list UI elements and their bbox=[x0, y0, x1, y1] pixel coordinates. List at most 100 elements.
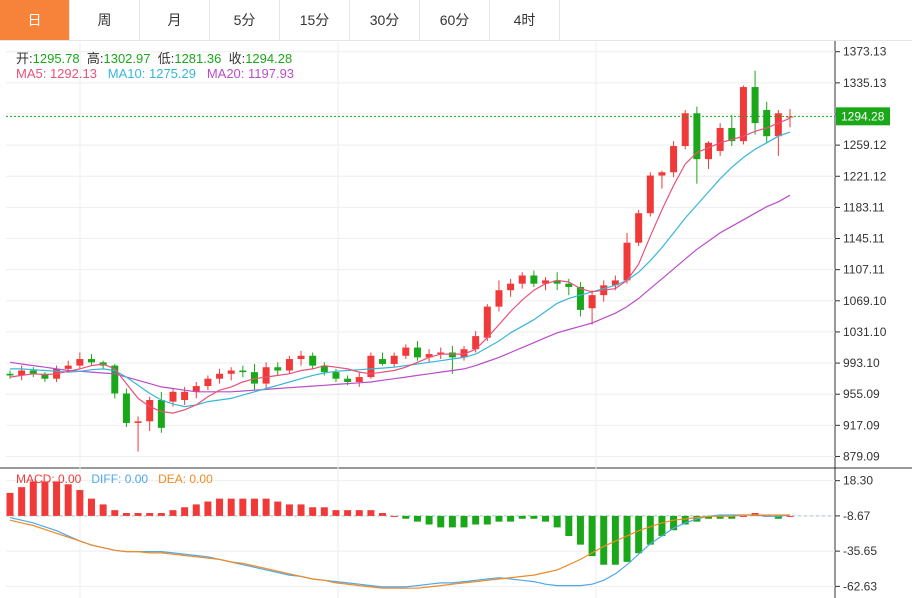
low-value: 1281.36 bbox=[174, 51, 222, 66]
macd-label: MACD: 0.00 bbox=[16, 472, 82, 486]
candle-body bbox=[507, 283, 515, 291]
candle-body bbox=[262, 367, 270, 384]
macd-histogram-bar bbox=[518, 515, 526, 519]
macd-tick-label: -8.67 bbox=[843, 509, 871, 523]
macd-histogram-bar bbox=[76, 490, 84, 516]
macd-histogram-bar bbox=[588, 515, 596, 557]
macd-histogram-bar bbox=[355, 510, 363, 516]
candle-body bbox=[367, 355, 375, 378]
candle-body bbox=[588, 295, 596, 309]
ma20-label: MA20: 1197.93 bbox=[206, 66, 295, 81]
candle-body bbox=[64, 365, 72, 369]
candle-body bbox=[448, 352, 456, 358]
open-label: 开: bbox=[16, 51, 33, 66]
macd-histogram-bar bbox=[216, 498, 224, 516]
candle-body bbox=[76, 359, 84, 366]
macd-histogram-bar bbox=[320, 507, 328, 516]
candle-body bbox=[355, 377, 363, 382]
macd-histogram-bar bbox=[530, 515, 538, 519]
candle-body bbox=[122, 393, 130, 423]
candle-body bbox=[146, 400, 154, 422]
candle-body bbox=[297, 355, 305, 360]
candle-body bbox=[227, 370, 235, 374]
macd-histogram-bar bbox=[332, 510, 340, 516]
candle-body bbox=[739, 87, 747, 142]
ohlc-readout: 开:1295.78 高:1302.97 低:1281.36 收:1294.28 bbox=[16, 48, 292, 67]
macd-histogram-bar bbox=[169, 510, 177, 516]
tab-period-6[interactable]: 60分 bbox=[420, 0, 490, 40]
price-tick-label: 1069.10 bbox=[843, 294, 887, 308]
tab-month[interactable]: 月 bbox=[140, 0, 210, 40]
candle-body bbox=[751, 87, 759, 124]
candle-body bbox=[413, 347, 421, 358]
candle-body bbox=[41, 373, 49, 379]
candle-body bbox=[169, 391, 177, 402]
ma5-line bbox=[9, 117, 791, 414]
macd-histogram-bar bbox=[402, 515, 410, 519]
macd-histogram-bar bbox=[111, 510, 119, 516]
candle-body bbox=[495, 290, 503, 307]
macd-histogram-bar bbox=[250, 498, 258, 516]
macd-histogram-bar bbox=[576, 515, 584, 545]
macd-histogram-bar bbox=[472, 515, 480, 525]
macd-histogram-bar bbox=[181, 507, 189, 516]
price-tick-label: 955.09 bbox=[843, 387, 880, 401]
tab-period-7[interactable]: 4时 bbox=[490, 0, 560, 40]
macd-histogram-bar bbox=[227, 498, 235, 516]
macd-readout: MACD: 0.00 DIFF: 0.00 DEA: 0.00 bbox=[16, 472, 213, 486]
macd-histogram-bar bbox=[437, 515, 445, 528]
candle-body bbox=[379, 359, 387, 364]
dea-line bbox=[9, 514, 790, 589]
candle-body bbox=[658, 172, 666, 176]
candle-body bbox=[437, 352, 445, 355]
candle-body bbox=[693, 113, 701, 160]
candle-body bbox=[390, 355, 398, 364]
macd-histogram-bar bbox=[623, 515, 631, 562]
close-value: 1294.28 bbox=[245, 51, 293, 66]
candle-body bbox=[344, 378, 352, 382]
ma5-label: MA5: 1292.13 bbox=[16, 66, 97, 81]
close-label: 收: bbox=[228, 51, 246, 66]
tab-week[interactable]: 周 bbox=[70, 0, 140, 40]
tab-day[interactable]: 日 bbox=[0, 0, 70, 40]
candle-body bbox=[542, 280, 550, 284]
macd-histogram-bar bbox=[448, 515, 456, 528]
macd-histogram-bar bbox=[344, 510, 352, 516]
candle-body bbox=[425, 354, 433, 358]
candle-body bbox=[285, 359, 293, 371]
ma10-label: MA10: 1275.29 bbox=[107, 66, 196, 81]
macd-tick-label: -62.63 bbox=[843, 579, 877, 593]
price-tick-label: 1183.11 bbox=[843, 200, 885, 214]
candle-body bbox=[728, 128, 736, 142]
candle-body bbox=[460, 349, 468, 358]
price-tick-label: 993.10 bbox=[843, 356, 880, 370]
macd-histogram-bar bbox=[157, 513, 165, 516]
macd-histogram-bar bbox=[262, 498, 270, 516]
macd-histogram-bar bbox=[390, 515, 398, 517]
open-value: 1295.78 bbox=[32, 51, 80, 66]
candle-body bbox=[309, 355, 317, 366]
tab-period-4[interactable]: 15分 bbox=[280, 0, 350, 40]
candle-body bbox=[87, 359, 95, 363]
candle-body bbox=[576, 286, 584, 310]
candle-body bbox=[6, 373, 14, 376]
candle-body bbox=[611, 280, 619, 286]
macd-histogram-bar bbox=[367, 510, 375, 516]
candle-body bbox=[274, 367, 282, 371]
macd-histogram-bar bbox=[728, 515, 736, 519]
macd-histogram-bar bbox=[122, 513, 130, 516]
price-tick-label: 1373.13 bbox=[843, 45, 887, 59]
price-tick-label: 879.09 bbox=[843, 449, 880, 463]
ma10-line bbox=[10, 131, 791, 408]
macd-histogram-bar bbox=[146, 513, 154, 516]
price-tick-label: 1221.12 bbox=[843, 169, 887, 183]
candle-body bbox=[681, 113, 689, 147]
candle-body bbox=[18, 370, 26, 376]
macd-histogram-bar bbox=[786, 515, 794, 517]
macd-histogram-bar bbox=[460, 515, 468, 528]
candle-body bbox=[134, 421, 142, 423]
tab-period-3[interactable]: 5分 bbox=[210, 0, 280, 40]
candle-body bbox=[332, 372, 340, 379]
tab-period-5[interactable]: 30分 bbox=[350, 0, 420, 40]
price-tick-label: 1107.11 bbox=[843, 263, 885, 277]
